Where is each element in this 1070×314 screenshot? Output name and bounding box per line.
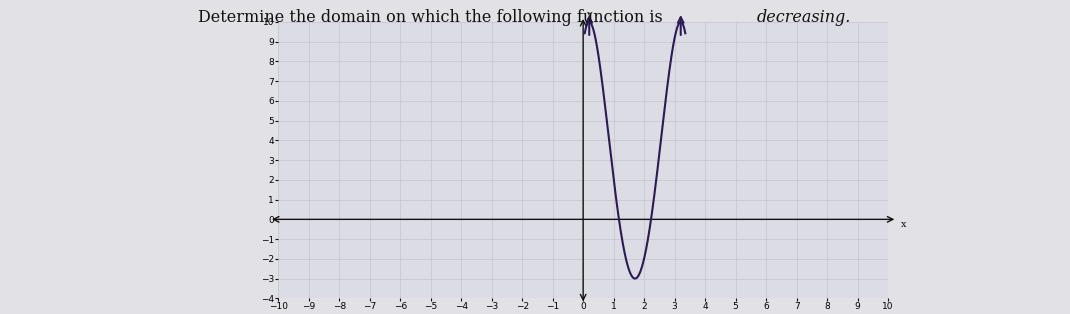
Text: x: x [901,220,906,229]
Text: y: y [586,10,592,19]
Text: decreasing.: decreasing. [756,9,851,26]
Text: Determine the domain on which the following function is: Determine the domain on which the follow… [198,9,668,26]
